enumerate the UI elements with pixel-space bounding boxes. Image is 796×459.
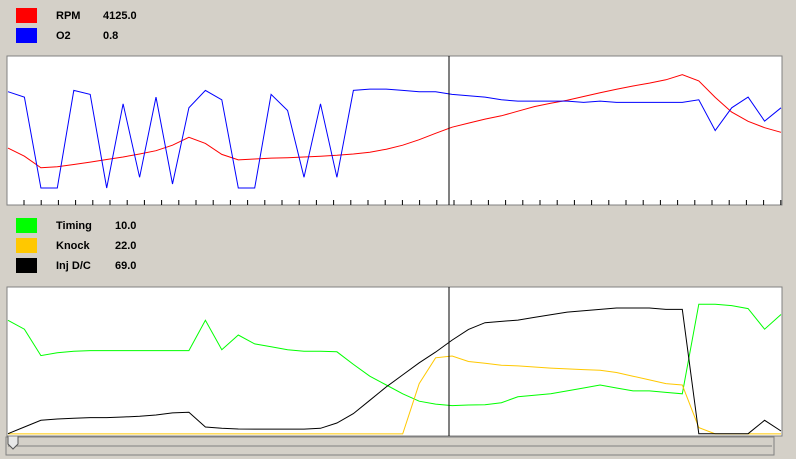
legend-readout: 4125.0 bbox=[103, 10, 137, 22]
series-line bbox=[7, 88, 782, 189]
legend-readout: 10.0 bbox=[115, 220, 136, 232]
series-line bbox=[8, 355, 781, 435]
series-line bbox=[7, 303, 782, 407]
legend-swatch[interactable] bbox=[16, 218, 37, 233]
legend-swatch[interactable] bbox=[16, 28, 37, 43]
legend-readout: 22.0 bbox=[115, 240, 136, 252]
legend-label: Timing bbox=[56, 220, 92, 232]
legend-readout: 69.0 bbox=[115, 260, 136, 272]
legend-swatch[interactable] bbox=[16, 258, 37, 273]
plot-area bbox=[6, 55, 783, 206]
legend-label: RPM bbox=[56, 10, 80, 22]
legend-label: Inj D/C bbox=[56, 260, 91, 272]
legend-label: Knock bbox=[56, 240, 91, 252]
legend-swatch[interactable] bbox=[16, 238, 37, 253]
plot-area bbox=[6, 286, 783, 437]
legend-label: O2 bbox=[56, 30, 71, 42]
legend-swatch[interactable] bbox=[16, 8, 37, 23]
series-line bbox=[7, 74, 782, 169]
series-line bbox=[7, 307, 782, 435]
legend-readout: 0.8 bbox=[103, 30, 118, 42]
